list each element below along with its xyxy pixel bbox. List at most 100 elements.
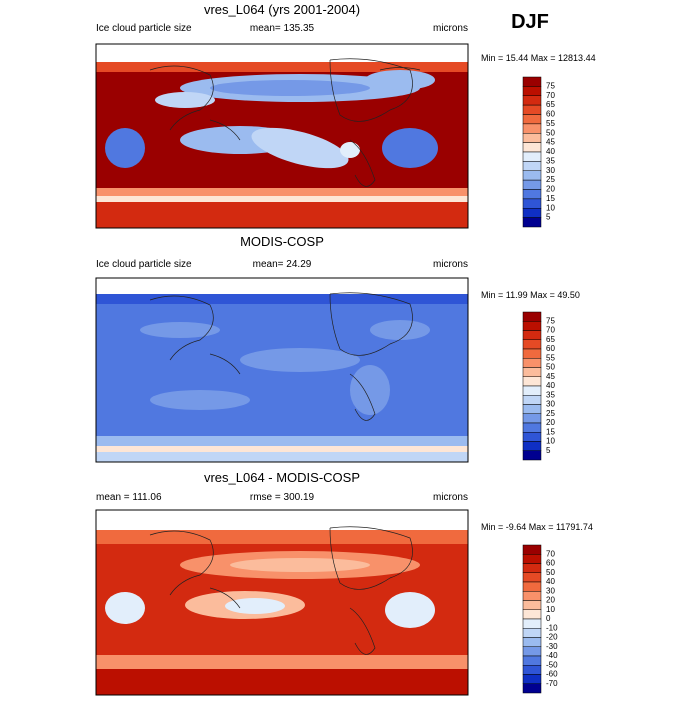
colorbar-box — [522, 422, 542, 433]
map-frame — [95, 43, 469, 229]
colorbar-label: -20 — [546, 633, 558, 642]
colorbar-label: 75 — [546, 316, 555, 325]
colorbar-label: 20 — [546, 185, 555, 194]
colorbar-box — [522, 609, 542, 620]
colorbar-box — [522, 441, 542, 451]
colorbar-label: 40 — [546, 577, 555, 586]
colorbar-box — [522, 628, 542, 638]
colorbar-label: 0 — [546, 614, 551, 623]
colorbar-label: 50 — [546, 128, 555, 137]
panel-right-label: microns — [433, 492, 468, 503]
colorbar-label: 5 — [546, 213, 551, 222]
colorbar-box — [522, 161, 542, 171]
colorbar-box — [522, 544, 542, 555]
colorbar-box — [522, 179, 542, 190]
min-max: Min = 15.44 Max = 12813.44 — [481, 53, 596, 63]
colorbar-label: 70 — [546, 326, 555, 335]
panel-right-label: microns — [433, 23, 468, 34]
colorbar-box — [522, 581, 542, 592]
colorbar-label: 20 — [546, 596, 555, 605]
colorbar-label: 60 — [546, 344, 555, 353]
colorbar-box — [522, 123, 542, 134]
map — [96, 44, 468, 228]
colorbar-box — [522, 591, 542, 601]
colorbar-label: 50 — [546, 568, 555, 577]
colorbar-box — [522, 217, 542, 228]
panel-right-label: microns — [433, 259, 468, 270]
panel-left-label: Ice cloud particle size — [96, 23, 192, 34]
colorbar-box — [522, 646, 542, 657]
colorbar-box — [522, 358, 542, 368]
colorbar-box — [522, 618, 542, 629]
colorbar-box — [522, 170, 542, 181]
colorbar-label: 70 — [546, 91, 555, 100]
colorbar-label: 45 — [546, 372, 555, 381]
colorbar-label: 60 — [546, 559, 555, 568]
colorbar-box — [522, 114, 542, 125]
map — [96, 510, 468, 695]
colorbar-label: 40 — [546, 381, 555, 390]
colorbar-box — [522, 330, 542, 340]
colorbar-label: -50 — [546, 660, 558, 669]
map — [96, 278, 468, 462]
panel-title: MODIS-COSP — [240, 234, 324, 249]
colorbar-box — [522, 367, 542, 377]
colorbar-box — [522, 151, 542, 162]
colorbar-label: 75 — [546, 81, 555, 90]
colorbar-label: 55 — [546, 119, 555, 128]
colorbar-label: 55 — [546, 353, 555, 362]
colorbar-label: 15 — [546, 427, 555, 436]
colorbar-box — [522, 86, 542, 96]
colorbar-label: 65 — [546, 100, 555, 109]
colorbar-box — [522, 563, 542, 573]
panel-center-label: mean= 24.29 — [253, 259, 312, 270]
colorbar-box — [522, 413, 542, 424]
colorbar-box — [522, 432, 542, 442]
colorbar-box — [522, 554, 542, 564]
colorbar-box — [522, 637, 542, 647]
panel-left-label: mean = 111.06 — [96, 492, 162, 503]
panel-center-label: rmse = 300.19 — [250, 492, 315, 503]
colorbar-box — [522, 142, 542, 153]
colorbar-label: 70 — [546, 549, 555, 558]
colorbar-box — [522, 104, 542, 115]
colorbar-label: 60 — [546, 110, 555, 119]
colorbar-label: 45 — [546, 138, 555, 147]
map-frame — [95, 277, 469, 463]
colorbar-label: 25 — [546, 175, 555, 184]
colorbar-label: 25 — [546, 409, 555, 418]
colorbar-box — [522, 395, 542, 405]
colorbar-box — [522, 95, 542, 106]
min-max: Min = 11.99 Max = 49.50 — [481, 290, 580, 300]
colorbar-box — [522, 655, 542, 666]
panel-center-label: mean= 135.35 — [250, 23, 315, 34]
colorbar-label: -60 — [546, 670, 558, 679]
colorbar-box — [522, 198, 542, 209]
colorbar-label: 50 — [546, 363, 555, 372]
colorbar-label: 30 — [546, 166, 555, 175]
panel-title: vres_L064 (yrs 2001-2004) — [204, 2, 360, 17]
colorbar-box — [522, 404, 542, 414]
panel-left-label: Ice cloud particle size — [96, 259, 192, 270]
colorbar-box — [522, 208, 542, 218]
colorbar-label: -30 — [546, 642, 558, 651]
colorbar-label: 40 — [546, 147, 555, 156]
colorbar-box — [522, 321, 542, 331]
colorbar-box — [522, 189, 542, 200]
colorbar-label: 10 — [546, 437, 555, 446]
panel-title: vres_L064 - MODIS-COSP — [204, 470, 360, 485]
colorbar-label: 10 — [546, 203, 555, 212]
colorbar-box — [522, 600, 542, 610]
colorbar-box — [522, 572, 542, 583]
season-label: DJF — [511, 11, 549, 33]
colorbar-box — [522, 665, 542, 675]
colorbar-box — [522, 385, 542, 396]
colorbar-box — [522, 450, 542, 461]
colorbar-label: 30 — [546, 400, 555, 409]
colorbar-box — [522, 311, 542, 322]
colorbar-label: 15 — [546, 194, 555, 203]
colorbar-box — [522, 683, 542, 694]
colorbar-label: 30 — [546, 586, 555, 595]
colorbar-box — [522, 133, 542, 143]
